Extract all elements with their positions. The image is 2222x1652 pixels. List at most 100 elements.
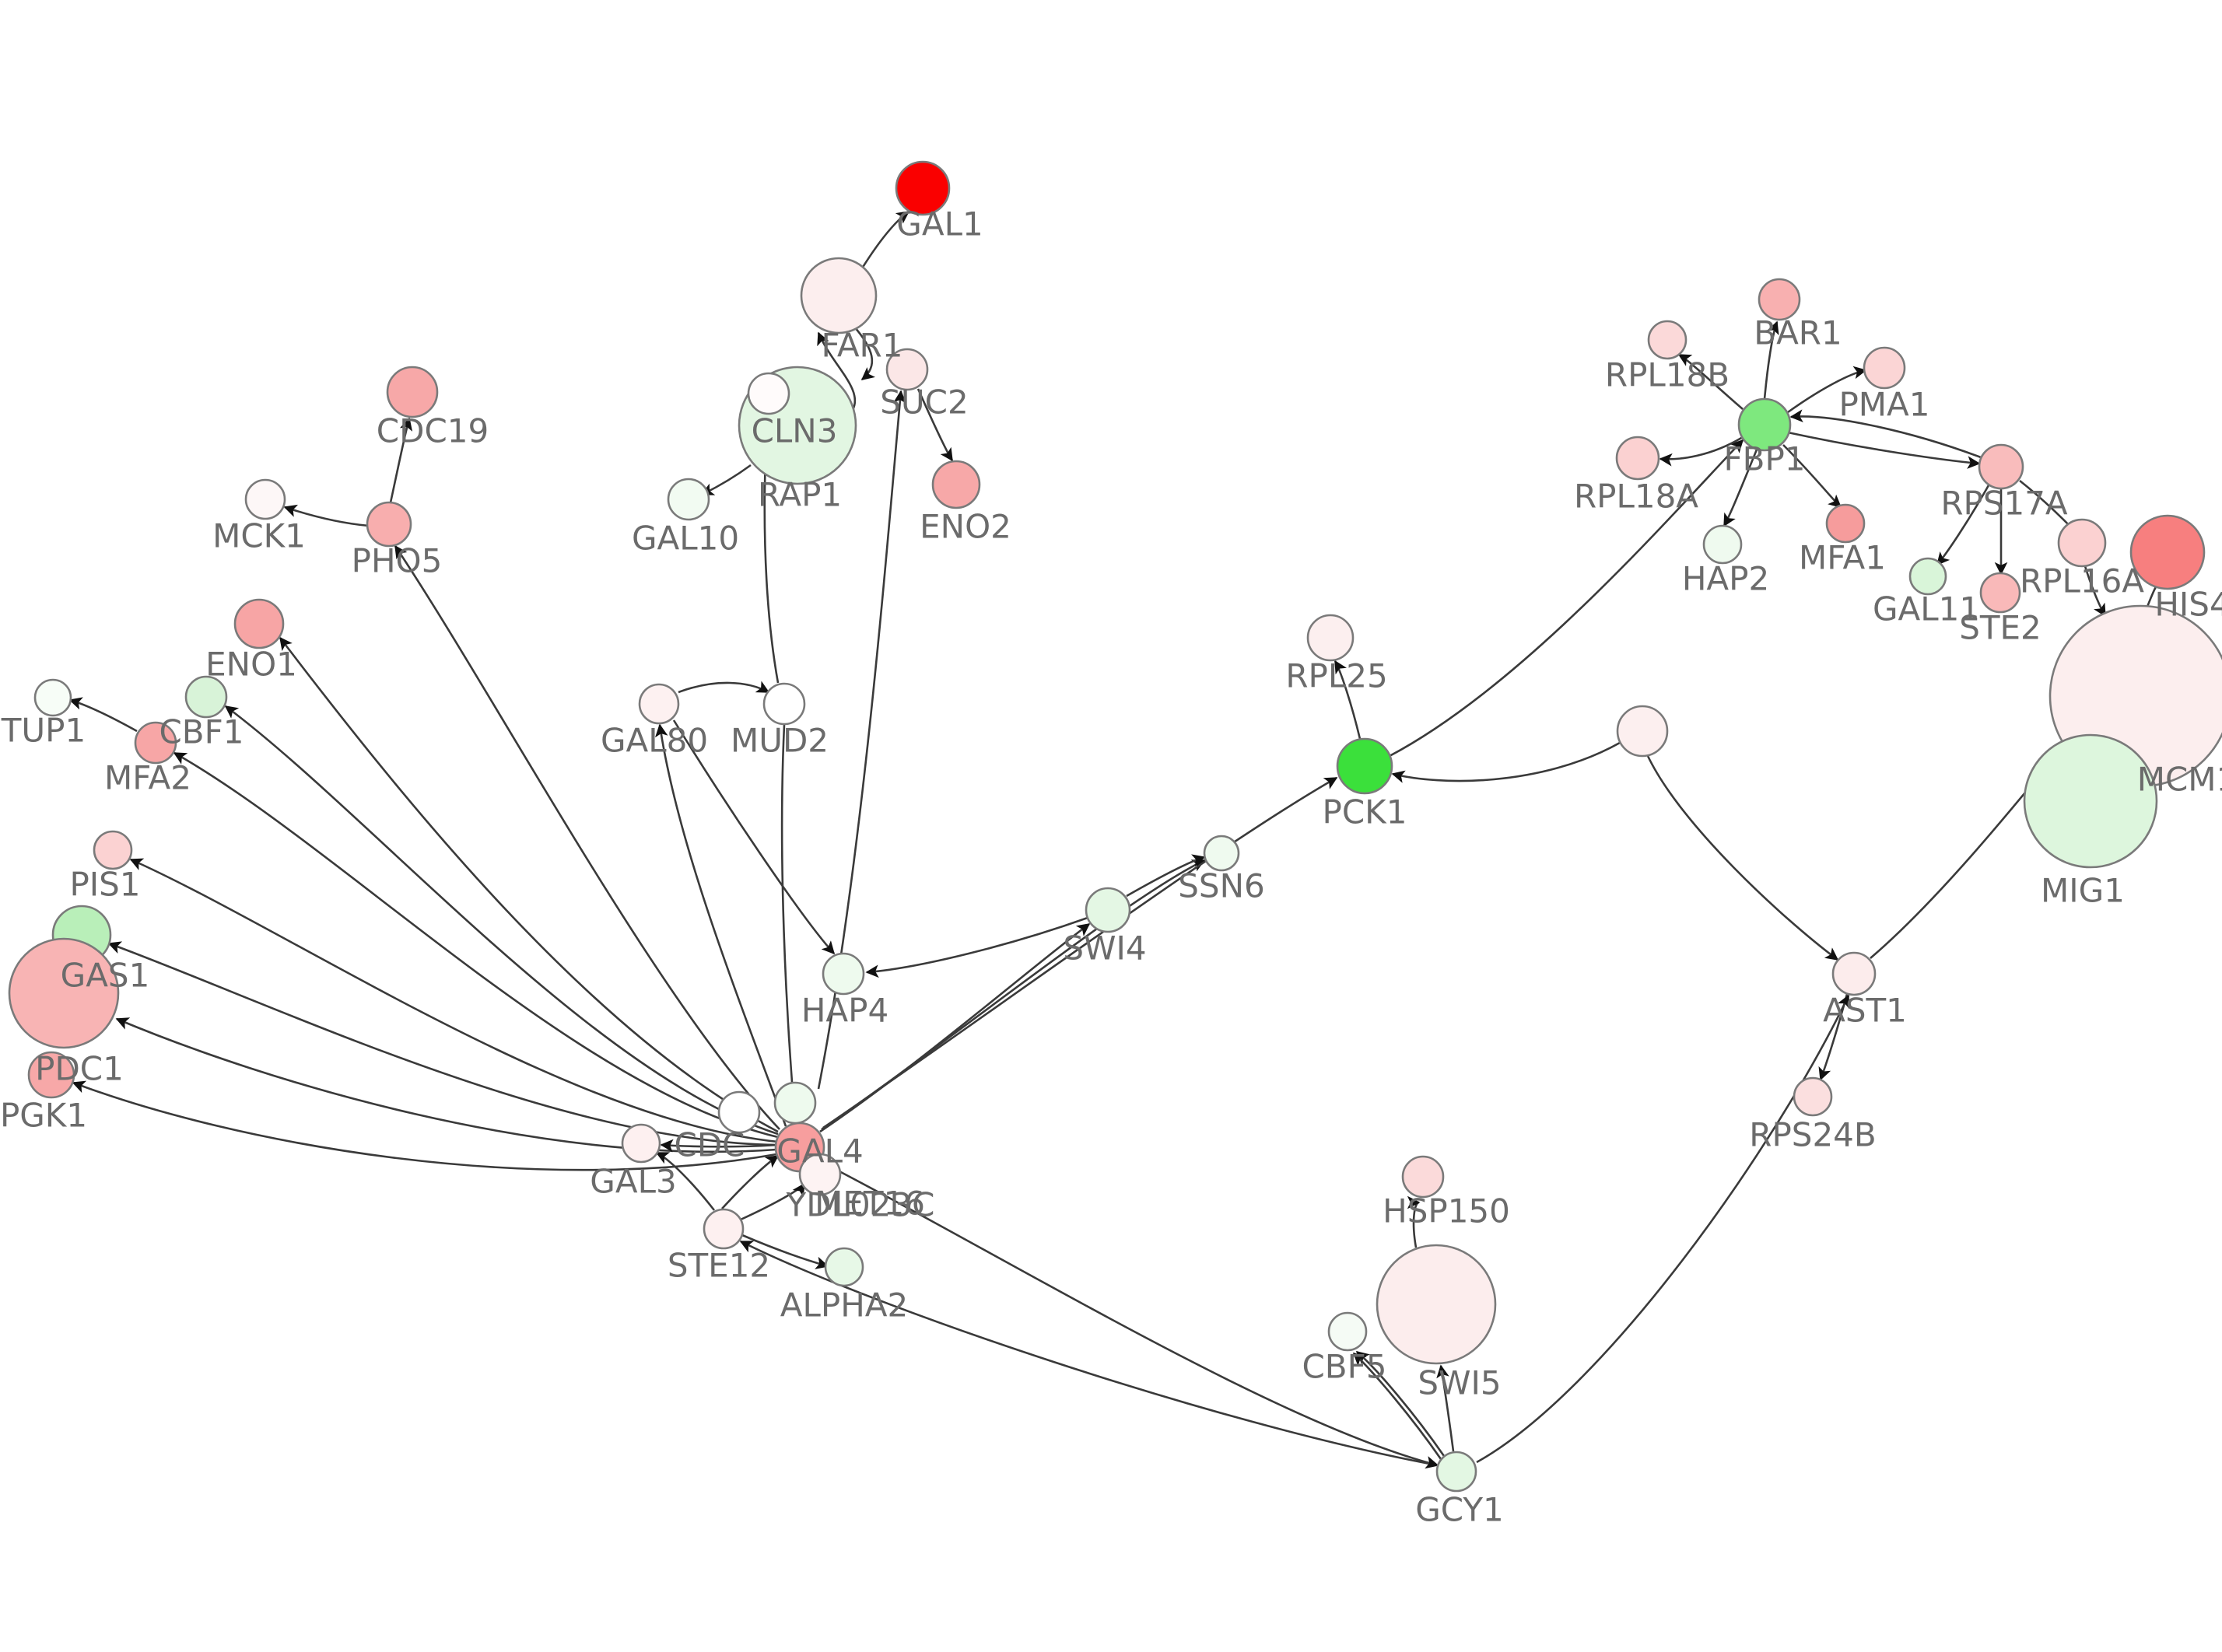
graph-node[interactable] (747, 372, 790, 415)
graph-edge (817, 331, 857, 411)
graph-node[interactable] (1831, 951, 1877, 996)
node-layer (8, 160, 2222, 1493)
graph-edge (700, 464, 752, 496)
graph-node[interactable] (638, 683, 680, 725)
graph-node[interactable] (1908, 557, 1947, 596)
graph-node-label: TUP1 (1, 712, 86, 750)
graph-node-label: ENO2 (920, 508, 1011, 546)
edge-layer (68, 210, 2163, 1469)
graph-node[interactable] (93, 830, 133, 870)
graph-node[interactable] (1435, 1451, 1477, 1493)
graph-node[interactable] (1793, 1076, 1833, 1117)
graph-node-label: CLN3 (752, 412, 838, 450)
graph-node-label: MIG1 (2041, 872, 2125, 910)
graph-node[interactable] (822, 952, 865, 996)
graph-edge (822, 776, 1338, 1129)
graph-node[interactable] (1979, 572, 2021, 614)
graph-edge (860, 210, 910, 269)
graph-node[interactable] (1376, 1244, 1497, 1365)
graph-node-label: PHO5 (352, 542, 443, 580)
graph-node[interactable] (366, 501, 412, 548)
graph-node[interactable] (703, 1208, 745, 1250)
graph-node-label: GAL11 (1873, 590, 1980, 628)
graph-node[interactable] (1737, 397, 1792, 452)
graph-edge (1677, 353, 1744, 410)
graph-node[interactable] (33, 678, 72, 717)
graph-edge (1936, 485, 1990, 566)
graph-node-label: MUD2 (731, 722, 829, 760)
graph-node[interactable] (134, 721, 177, 765)
graph-node[interactable] (1327, 1311, 1368, 1352)
graph-node[interactable] (1702, 524, 1743, 565)
graph-edge (672, 719, 836, 955)
graph-node-label: RPS17A (1940, 485, 2068, 523)
graph-edge (129, 858, 779, 1143)
graph-node[interactable] (1336, 737, 1393, 795)
graph-node[interactable] (27, 1051, 75, 1099)
graph-node-label: GAS1 (61, 957, 150, 995)
graph-node-label: GAL4 (776, 1132, 863, 1171)
graph-node[interactable] (717, 1090, 761, 1134)
graph-node[interactable] (1647, 320, 1688, 360)
graph-node[interactable] (2023, 733, 2158, 869)
graph-node-label: SWI4 (1063, 929, 1146, 968)
graph-edge (759, 454, 780, 684)
graph-node[interactable] (184, 675, 228, 719)
graph-node-label: HAP2 (1682, 560, 1769, 598)
graph-node[interactable] (895, 160, 951, 216)
graph-node[interactable] (773, 1081, 817, 1125)
graph-node[interactable] (621, 1123, 661, 1164)
graph-node-label: RPL18B (1605, 356, 1730, 394)
graph-node-label: SWI5 (1418, 1364, 1501, 1402)
graph-node[interactable] (762, 682, 806, 726)
graph-edge (1787, 431, 1981, 469)
graph-node[interactable] (2057, 518, 2107, 568)
graph-node[interactable] (824, 1247, 864, 1287)
graph-edge (655, 1151, 716, 1211)
graph-node[interactable] (1825, 503, 1866, 544)
graph-edge (1436, 1364, 1455, 1452)
graph-node[interactable] (1758, 278, 1801, 321)
graph-edge (394, 544, 780, 1130)
graph-node[interactable] (386, 366, 439, 418)
graph-node-label: CBF5 (1302, 1348, 1386, 1386)
graph-node[interactable] (798, 1153, 842, 1196)
graph-node-label: ALPHA2 (780, 1286, 909, 1325)
graph-node-label: ENO1 (205, 646, 297, 684)
graph-node[interactable] (1978, 443, 2024, 490)
graph-node-label: AST1 (1823, 992, 1907, 1030)
graph-edge (1389, 439, 1744, 758)
label-layer: GAL1 FAR1 SUC2 CLN3 RAP1 ENO2 CDC19 MCK1 PHO5 GAL… (0, 205, 2222, 1529)
graph-node-label: SSN6 (1178, 867, 1264, 905)
graph-node-label: PGK1 (0, 1097, 87, 1135)
graph-node[interactable] (1203, 835, 1240, 872)
graph-node[interactable] (2129, 514, 2206, 590)
graph-edge (1763, 320, 1779, 400)
graph-node[interactable] (1863, 346, 1906, 390)
graph-edge (660, 1139, 779, 1153)
graph-node[interactable] (233, 598, 285, 649)
graph-node-label: RPL25 (1285, 657, 1387, 695)
graph-node-label: HSP150 (1383, 1192, 1510, 1230)
graph-edge (1789, 409, 1982, 459)
graph-node[interactable] (800, 257, 878, 334)
graph-node[interactable] (1306, 614, 1355, 662)
graph-edge (1476, 994, 1850, 1464)
graph-node[interactable] (667, 478, 710, 521)
graph-node[interactable] (1616, 705, 1669, 758)
graph-edge (68, 697, 138, 733)
graph-node-label: STE2 (1959, 609, 2042, 647)
graph-node[interactable] (885, 348, 929, 391)
graph-edge (1352, 1352, 1442, 1460)
graph-node[interactable] (8, 937, 120, 1049)
graph-node-label: CBF1 (159, 713, 244, 751)
graph-node[interactable] (244, 478, 286, 520)
graph-edge (1723, 449, 1758, 527)
graph-edge (818, 1159, 1439, 1469)
graph-node[interactable] (1615, 436, 1660, 481)
graph-edge (1334, 660, 1362, 740)
graph-node[interactable] (1085, 887, 1131, 933)
graph-node[interactable] (931, 460, 981, 509)
graph-node[interactable] (1401, 1155, 1445, 1199)
